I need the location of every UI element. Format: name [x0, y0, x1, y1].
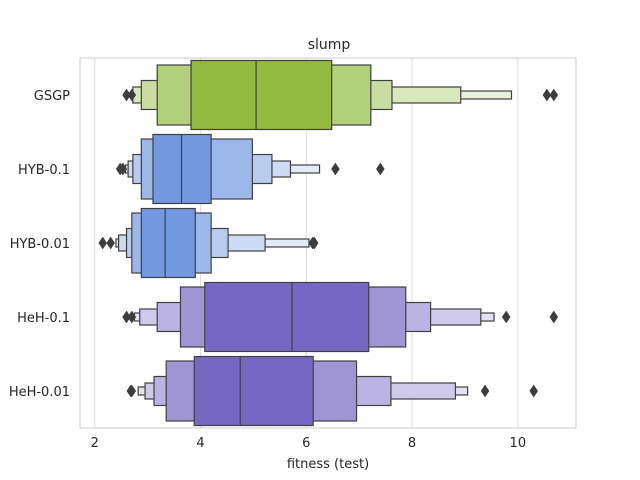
x-axis-label: fitness (test) [287, 457, 369, 472]
boxen-group [126, 355, 538, 427]
y-tick-label: HeH-0.01 [9, 385, 70, 400]
x-tick-labels: 2 4 6 8 10 [91, 436, 526, 451]
outlier-point [542, 88, 552, 102]
outlier-point [331, 162, 340, 176]
boxen-box [190, 59, 333, 131]
outlier-point [501, 310, 511, 324]
outlier-point [549, 88, 559, 102]
outlier-point [98, 236, 108, 250]
boxen-box [193, 355, 314, 427]
outlier-point [549, 310, 559, 324]
y-tick-labels: GSGP HYB-0.1 HYB-0.01 HeH-0.1 HeH-0.01 [9, 89, 70, 400]
boxen-group [122, 59, 559, 131]
x-tick-label: 4 [196, 436, 204, 451]
boxen-box [204, 281, 370, 353]
outlier-point [480, 384, 490, 398]
y-tick-label: HYB-0.01 [10, 237, 70, 252]
x-tick-label: 10 [510, 436, 527, 451]
outlier-point [127, 310, 137, 324]
boxen-group [122, 281, 559, 353]
outlier-point [309, 236, 319, 250]
x-tick-label: 8 [408, 436, 416, 451]
outlier-point [118, 162, 128, 176]
outlier-point [127, 384, 137, 398]
boxen-group [98, 207, 319, 279]
y-tick-label: HYB-0.1 [18, 163, 70, 178]
x-tick-label: 2 [91, 436, 99, 451]
x-tick-label: 6 [302, 436, 310, 451]
boxen-group [115, 133, 385, 205]
outlier-point [127, 88, 137, 102]
plot-frame [79, 57, 577, 429]
boxen-series [98, 59, 559, 427]
boxen-box [140, 207, 196, 279]
outlier-point [376, 162, 385, 176]
y-tick-label: GSGP [34, 89, 70, 104]
y-tick-label: HeH-0.1 [17, 311, 70, 326]
chart-title: slump [308, 37, 351, 53]
outlier-point [106, 236, 115, 250]
outlier-point [529, 384, 538, 398]
